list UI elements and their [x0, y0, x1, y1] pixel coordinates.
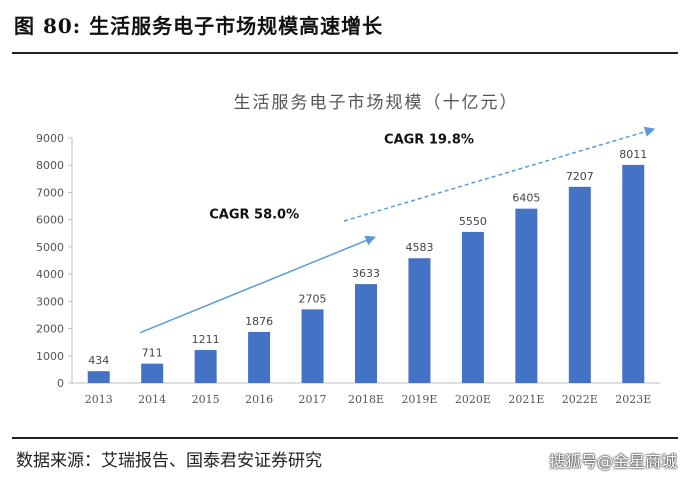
- data-label: 5550: [459, 215, 487, 228]
- data-label: 6405: [512, 192, 540, 205]
- title-rule: [12, 52, 678, 54]
- cagr-arrow-2013-2018: [139, 235, 376, 334]
- x-tick-label: 2023E: [615, 393, 651, 406]
- y-tick-label: 3000: [36, 295, 64, 308]
- source-rule: [12, 437, 678, 439]
- data-label: 8011: [619, 148, 647, 161]
- data-label: 434: [88, 354, 109, 367]
- bar: [622, 164, 645, 383]
- x-tick-label: 2019E: [401, 393, 437, 406]
- bar: [515, 208, 538, 383]
- y-tick-label: 8000: [36, 159, 64, 172]
- x-tick-label: 2014: [138, 393, 166, 406]
- x-tick-label: 2020E: [455, 393, 491, 406]
- x-tick-label: 2021E: [508, 393, 544, 406]
- bar: [87, 371, 110, 383]
- figure-title: 图 80: 生活服务电子市场规模高速增长: [14, 14, 384, 38]
- cagr-label: CAGR 19.8%: [384, 132, 474, 147]
- chart-title: 生活服务电子市场规模（十亿元）: [234, 93, 519, 113]
- y-tick-label: 4000: [36, 268, 64, 281]
- y-tick-label: 1000: [36, 350, 64, 363]
- data-label: 4583: [405, 241, 433, 254]
- bar: [568, 186, 591, 383]
- x-tick-label: 2022E: [562, 393, 598, 406]
- source-note: 数据来源：艾瑞报告、国泰君安证券研究: [16, 451, 322, 471]
- data-label: 711: [142, 347, 163, 360]
- y-tick-label: 9000: [36, 132, 64, 145]
- bar: [194, 350, 217, 383]
- cagr-arrow-2018-2023: [343, 126, 656, 222]
- y-tick-label: 5000: [36, 241, 64, 254]
- bar: [461, 231, 484, 383]
- bar: [141, 363, 164, 383]
- y-tick-label: 2000: [36, 323, 64, 336]
- watermark-text: 搜狐号@金星商城: [548, 452, 677, 471]
- data-label: 1876: [245, 315, 273, 328]
- x-tick-label: 2018E: [348, 393, 384, 406]
- data-label: 3633: [352, 267, 380, 280]
- x-tick-label: 2017: [299, 393, 327, 406]
- x-tick-label: 2015: [192, 393, 220, 406]
- data-label: 1211: [192, 333, 220, 346]
- bar: [301, 309, 324, 383]
- y-tick-label: 6000: [36, 214, 64, 227]
- y-tick-label: 7000: [36, 186, 64, 199]
- data-label: 7207: [566, 170, 594, 183]
- cagr-label: CAGR 58.0%: [209, 207, 299, 222]
- bar: [408, 258, 431, 383]
- x-tick-label: 2016: [245, 393, 273, 406]
- y-tick-label: 0: [57, 377, 64, 390]
- bar: [355, 284, 377, 383]
- data-label: 2705: [299, 292, 327, 305]
- bar: [248, 331, 271, 383]
- x-tick-label: 2013: [85, 393, 113, 406]
